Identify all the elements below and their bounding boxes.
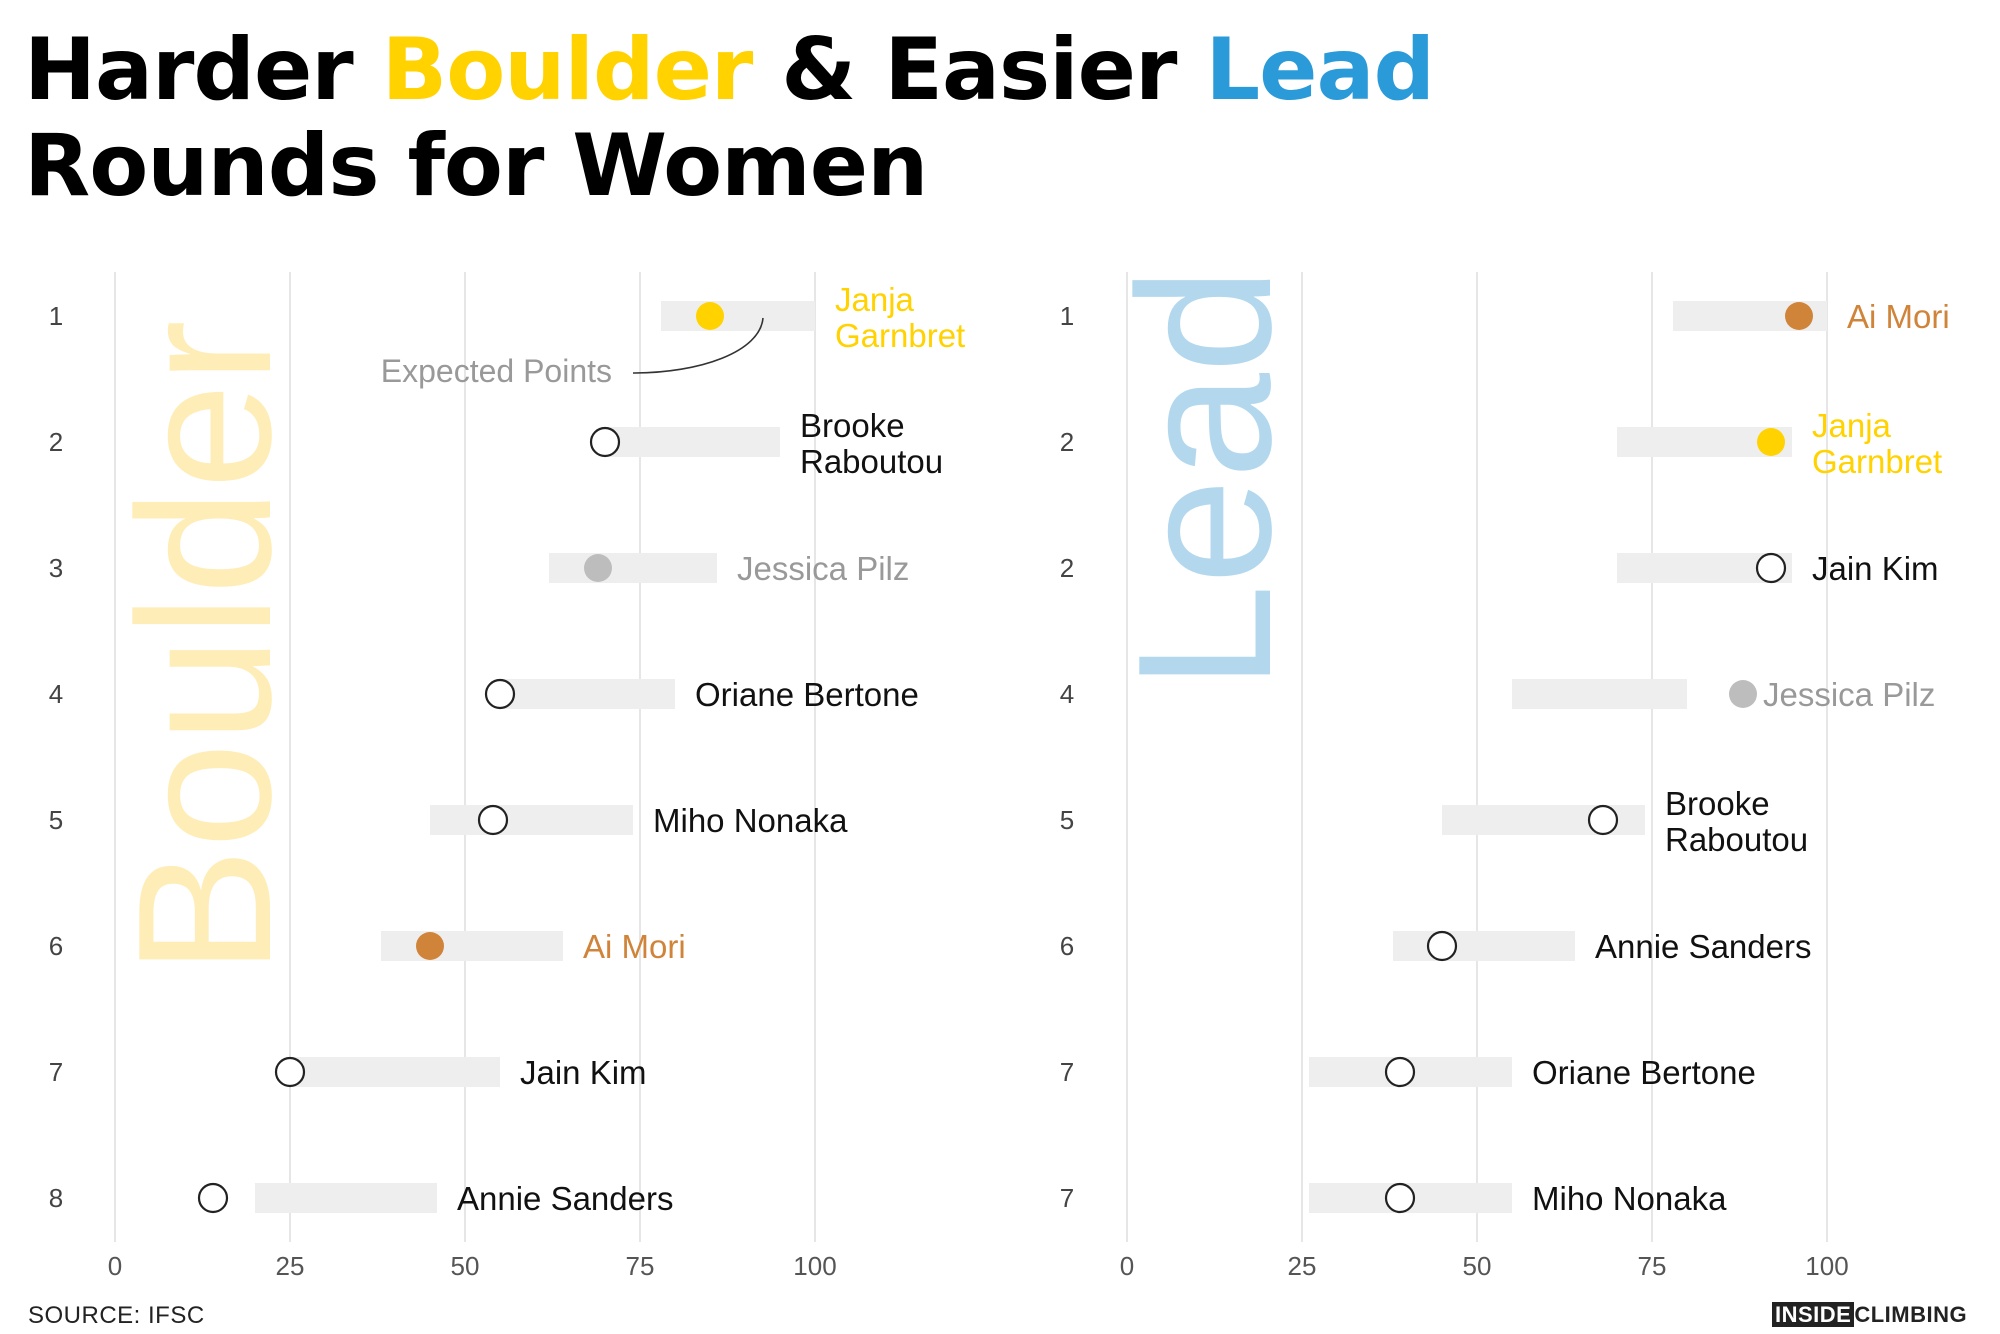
lead-rank-label: 2	[1060, 427, 1074, 457]
boulder-points-dot-janja-garnbret	[696, 302, 724, 330]
title-boulder-word: Boulder	[381, 20, 754, 120]
boulder-points-dot-ai-mori	[416, 932, 444, 960]
boulder-rank-label: 2	[49, 427, 63, 457]
boulder-expected-range-annie-sanders	[255, 1183, 437, 1213]
logo-inside: INSIDE	[1772, 1302, 1855, 1327]
boulder-x-tick-label: 75	[626, 1251, 655, 1281]
lead-athlete-label-brooke-raboutou: Raboutou	[1665, 821, 1808, 858]
boulder-annotation-leader	[632, 317, 764, 374]
lead-points-dot-janja-garnbret	[1757, 428, 1785, 456]
boulder-x-tick-label: 25	[276, 1251, 305, 1281]
boulder-rank-label: 6	[49, 931, 63, 961]
boulder-expected-range-ai-mori	[381, 931, 563, 961]
boulder-points-dot-miho-nonaka	[477, 804, 509, 836]
lead-points-dot-jessica-pilz	[1729, 680, 1757, 708]
lead-rank-label: 6	[1060, 931, 1074, 961]
lead-athlete-label-annie-sanders: Annie Sanders	[1595, 928, 1811, 965]
boulder-rank-label: 4	[49, 679, 63, 709]
boulder-annotation-label: Expected Points	[381, 353, 612, 389]
lead-points-dot-brooke-raboutou	[1587, 804, 1619, 836]
lead-expected-range-jessica-pilz	[1512, 679, 1687, 709]
boulder-expected-range-jessica-pilz	[549, 553, 717, 583]
logo-climbing: CLIMBING	[1854, 1302, 1968, 1327]
lead-x-tick-label: 50	[1463, 1251, 1492, 1281]
boulder-points-dot-jain-kim	[274, 1056, 306, 1088]
boulder-x-tick-label: 0	[108, 1251, 122, 1281]
boulder-expected-range-oriane-bertone	[500, 679, 675, 709]
lead-points-dot-miho-nonaka	[1384, 1182, 1416, 1214]
lead-x-tick-label: 100	[1805, 1251, 1848, 1281]
lead-athlete-label-ai-mori: Ai Mori	[1847, 298, 1950, 335]
lead-rank-label: 7	[1060, 1183, 1074, 1213]
lead-points-dot-oriane-bertone	[1384, 1056, 1416, 1088]
boulder-points-dot-annie-sanders	[197, 1182, 229, 1214]
boulder-x-tick-label: 50	[451, 1251, 480, 1281]
boulder-athlete-label-miho-nonaka: Miho Nonaka	[653, 802, 848, 839]
lead-points-dot-jain-kim	[1755, 552, 1787, 584]
boulder-expected-range-brooke-raboutou	[605, 427, 780, 457]
publisher-logo: INSIDE CLIMBING	[1772, 1302, 1967, 1328]
boulder-rank-label: 7	[49, 1057, 63, 1087]
lead-athlete-label-brooke-raboutou: Brooke	[1665, 785, 1770, 822]
boulder-points-dot-oriane-bertone	[484, 678, 516, 710]
boulder-athlete-label-brooke-raboutou: Brooke	[800, 407, 905, 444]
boulder-panel-label: Boulder	[99, 320, 311, 975]
boulder-athlete-label-oriane-bertone: Oriane Bertone	[695, 676, 919, 713]
lead-rank-label: 5	[1060, 805, 1074, 835]
lead-x-tick-label: 0	[1120, 1251, 1134, 1281]
lead-rank-label: 2	[1060, 553, 1074, 583]
lead-rank-label: 1	[1060, 301, 1074, 331]
boulder-points-dot-jessica-pilz	[584, 554, 612, 582]
lead-athlete-label-jessica-pilz: Jessica Pilz	[1763, 676, 1935, 713]
boulder-athlete-label-brooke-raboutou: Raboutou	[800, 443, 943, 480]
title-lead-word: Lead	[1205, 20, 1435, 120]
boulder-rank-label: 8	[49, 1183, 63, 1213]
boulder-athlete-label-janja-garnbret: Garnbret	[835, 317, 965, 354]
lead-points-dot-annie-sanders	[1426, 930, 1458, 962]
source-note: SOURCE: IFSC	[28, 1302, 205, 1329]
boulder-expected-range-miho-nonaka	[430, 805, 633, 835]
lead-athlete-label-oriane-bertone: Oriane Bertone	[1532, 1054, 1756, 1091]
title-line-2: Rounds for Women	[24, 116, 928, 216]
boulder-athlete-label-jessica-pilz: Jessica Pilz	[737, 550, 909, 587]
lead-athlete-label-janja-garnbret: Janja	[1812, 407, 1892, 444]
title-part-1: Harder	[24, 20, 382, 120]
lead-athlete-label-janja-garnbret: Garnbret	[1812, 443, 1942, 480]
boulder-expected-range-jain-kim	[290, 1057, 500, 1087]
boulder-athlete-label-janja-garnbret: Janja	[835, 281, 915, 318]
boulder-points-dot-brooke-raboutou	[589, 426, 621, 458]
boulder-rank-label: 3	[49, 553, 63, 583]
boulder-athlete-label-ai-mori: Ai Mori	[583, 928, 686, 965]
title-part-2: & Easier	[752, 20, 1206, 120]
boulder-athlete-label-annie-sanders: Annie Sanders	[457, 1180, 673, 1217]
boulder-x-tick-label: 100	[793, 1251, 836, 1281]
lead-x-tick-label: 25	[1288, 1251, 1317, 1281]
lead-rank-label: 4	[1060, 679, 1074, 709]
boulder-rank-label: 5	[49, 805, 63, 835]
lead-athlete-label-jain-kim: Jain Kim	[1812, 550, 1939, 587]
lead-x-tick-label: 75	[1638, 1251, 1667, 1281]
lead-panel-label: Lead	[1099, 267, 1311, 690]
lead-points-dot-ai-mori	[1785, 302, 1813, 330]
boulder-expected-range-janja-garnbret	[661, 301, 815, 331]
lead-rank-label: 7	[1060, 1057, 1074, 1087]
lead-athlete-label-miho-nonaka: Miho Nonaka	[1532, 1180, 1727, 1217]
boulder-rank-label: 1	[49, 301, 63, 331]
lead-expected-range-annie-sanders	[1393, 931, 1575, 961]
chart-title: Harder Boulder & Easier Lead Rounds for W…	[24, 20, 1435, 216]
boulder-athlete-label-jain-kim: Jain Kim	[520, 1054, 647, 1091]
